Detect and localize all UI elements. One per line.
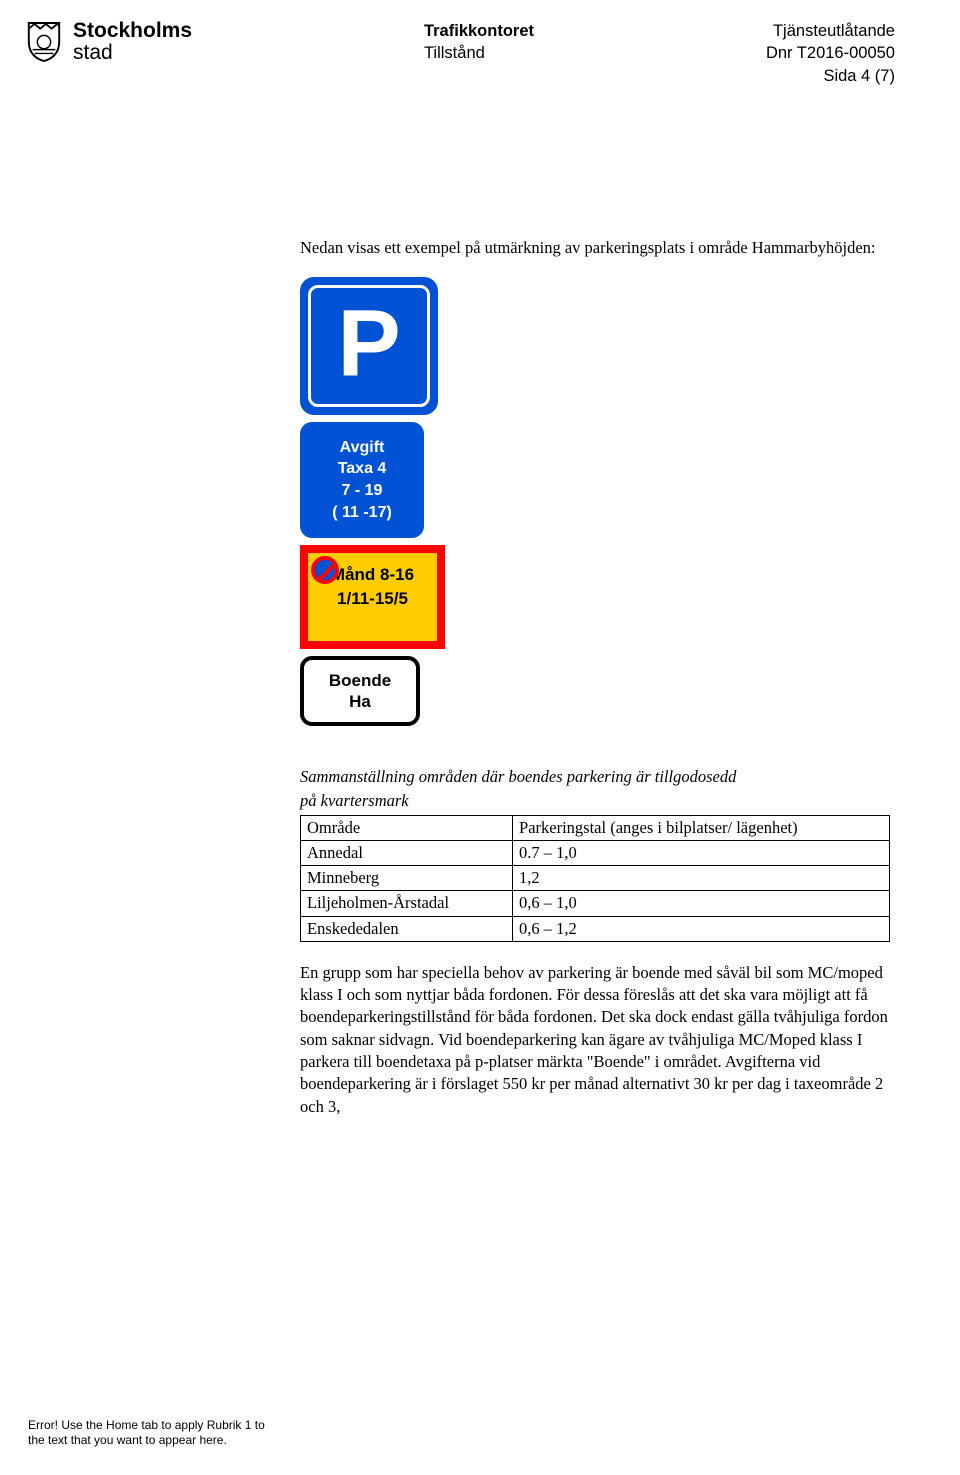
table-header-col2: Parkeringstal (anges i bilplatser/ lägen… [513, 815, 890, 840]
brand-line2: stad [73, 42, 192, 64]
table-cell: 0,6 – 1,2 [513, 916, 890, 941]
header-right: Tjänsteutlåtande Dnr T2016-00050 Sida 4 … [766, 20, 895, 87]
parking-letter: P [337, 279, 400, 407]
avgift-l1: Avgift [332, 437, 392, 459]
table-cell: Enskededalen [301, 916, 513, 941]
dept-name: Trafikkontoret [424, 20, 534, 42]
table-caption-l2: på kvartersmark [300, 790, 890, 812]
table-cell: Liljeholmen-Årstadal [301, 891, 513, 916]
doc-type: Tjänsteutlåtande [766, 20, 895, 42]
restriction-l2: 1/11-15/5 [308, 587, 437, 611]
avgift-sign: Avgift Taxa 4 7 - 19 ( 11 -17) [300, 422, 424, 538]
table-header-row: Område Parkeringstal (anges i bilplatser… [301, 815, 890, 840]
avgift-l4: ( 11 -17) [332, 502, 392, 524]
table-caption-l1: Sammanställning områden där boendes park… [300, 766, 890, 788]
dept-unit: Tillstånd [424, 42, 534, 64]
table-row: Minneberg 1,2 [301, 866, 890, 891]
footer-error-text: Error! Use the Home tab to apply Rubrik … [28, 1418, 273, 1449]
brand-name: Stockholms stad [73, 20, 192, 64]
no-parking-icon [311, 556, 339, 584]
sign-stack: P Avgift Taxa 4 7 - 19 ( 11 -17) Månd 8-… [300, 277, 890, 726]
avgift-l2: Taxa 4 [332, 458, 392, 480]
boende-l2: Ha [329, 691, 391, 712]
doc-dnr: Dnr T2016-00050 [766, 42, 895, 64]
avgift-l3: 7 - 19 [332, 480, 392, 502]
body-paragraph: En grupp som har speciella behov av park… [300, 962, 890, 1118]
boende-sign: Boende Ha [300, 656, 420, 726]
avgift-lines: Avgift Taxa 4 7 - 19 ( 11 -17) [332, 437, 392, 523]
table-row: Enskededalen 0,6 – 1,2 [301, 916, 890, 941]
table-cell: 1,2 [513, 866, 890, 891]
table-cell: Annedal [301, 840, 513, 865]
stockholm-crest-icon [25, 21, 63, 63]
table-row: Liljeholmen-Årstadal 0,6 – 1,0 [301, 891, 890, 916]
restriction-sign: Månd 8-16 1/11-15/5 [300, 545, 445, 649]
table-row: Annedal 0.7 – 1,0 [301, 840, 890, 865]
intro-paragraph: Nedan visas ett exempel på utmärkning av… [300, 237, 890, 259]
table-header-col1: Område [301, 815, 513, 840]
boende-lines: Boende Ha [329, 670, 391, 713]
table-cell: Minneberg [301, 866, 513, 891]
header-center: Trafikkontoret Tillstånd [424, 20, 534, 65]
page-header: Stockholms stad Trafikkontoret Tillstånd… [0, 0, 960, 87]
header-left: Stockholms stad [25, 20, 192, 64]
parking-sign: P [300, 277, 438, 415]
page-content: Nedan visas ett exempel på utmärkning av… [0, 87, 960, 1118]
brand-line1: Stockholms [73, 19, 192, 42]
boende-l1: Boende [329, 670, 391, 691]
table-cell: 0.7 – 1,0 [513, 840, 890, 865]
parking-table: Område Parkeringstal (anges i bilplatser… [300, 815, 890, 942]
doc-page: Sida 4 (7) [766, 65, 895, 87]
table-cell: 0,6 – 1,0 [513, 891, 890, 916]
